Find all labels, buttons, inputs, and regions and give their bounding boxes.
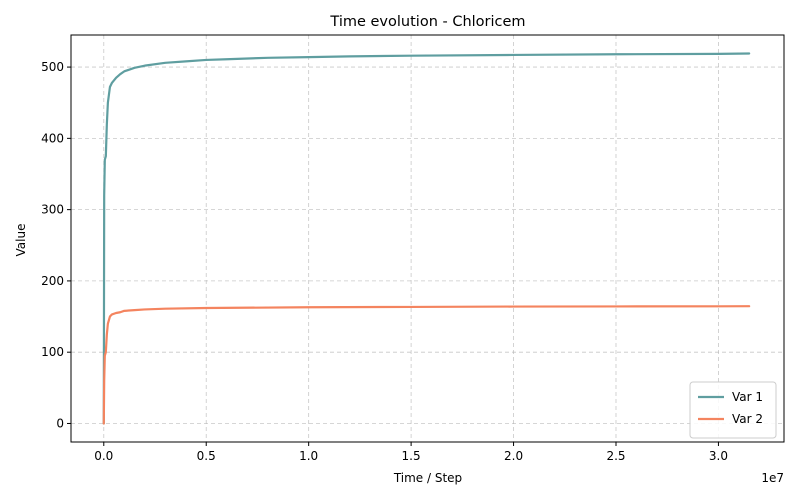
legend-label-2: Var 2 [732, 412, 763, 426]
y-tick-label: 500 [41, 60, 64, 74]
legend-label-1: Var 1 [732, 390, 763, 404]
series-layer [102, 52, 751, 425]
axes: 0.0 0.5 1.0 1.5 2.0 2.5 3.0 0 100 200 300 400 500 [41, 60, 728, 463]
series-line-2 [102, 305, 751, 425]
x-tick-label: 0.0 [94, 449, 113, 463]
x-tick-label: 3.0 [709, 449, 728, 463]
x-tick-label: 2.0 [504, 449, 523, 463]
y-tick-label: 300 [41, 203, 64, 217]
x-tick-label: 0.5 [197, 449, 216, 463]
x-tick-label: 1.0 [299, 449, 318, 463]
y-axis-label: Value [14, 224, 28, 257]
x-axis-offset-label: 1e7 [761, 471, 784, 485]
x-axis-label: Time / Step [393, 471, 462, 485]
series-line-1 [102, 52, 751, 425]
y-tick-label: 400 [41, 131, 64, 145]
y-tick-label: 0 [56, 416, 64, 430]
y-tick-label: 100 [41, 345, 64, 359]
x-tick-label: 1.5 [402, 449, 421, 463]
x-tick-label: 2.5 [606, 449, 625, 463]
chart-title: Time evolution - Chloricem [329, 14, 525, 30]
y-tick-label: 200 [41, 274, 64, 288]
legend: Var 1 Var 2 [689, 381, 777, 439]
plot-frame [70, 34, 785, 443]
